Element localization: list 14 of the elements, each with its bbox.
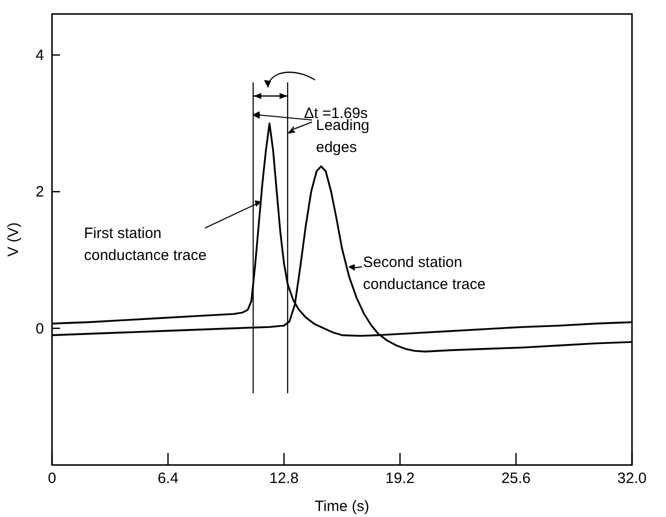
annotation: Second station conductance trace bbox=[363, 254, 486, 293]
x-tick-label: 25.6 bbox=[501, 470, 531, 487]
y-tick-label: 4 bbox=[36, 47, 44, 64]
x-tick-label: 6.4 bbox=[158, 470, 178, 487]
x-axis-title: Time (s) bbox=[314, 498, 370, 515]
x-tick-label: 0 bbox=[48, 470, 56, 487]
x-tick-label: 32.0 bbox=[617, 470, 647, 487]
y-tick-label: 0 bbox=[36, 320, 44, 338]
x-tick-label: 19.2 bbox=[385, 470, 415, 487]
x-tick-label: 12.8 bbox=[269, 470, 299, 487]
y-axis-title: V (V) bbox=[5, 222, 22, 257]
y-tick-label: 2 bbox=[36, 184, 44, 201]
annotation: First station conductance trace bbox=[84, 225, 207, 264]
annotation: Leading edges bbox=[316, 117, 370, 156]
